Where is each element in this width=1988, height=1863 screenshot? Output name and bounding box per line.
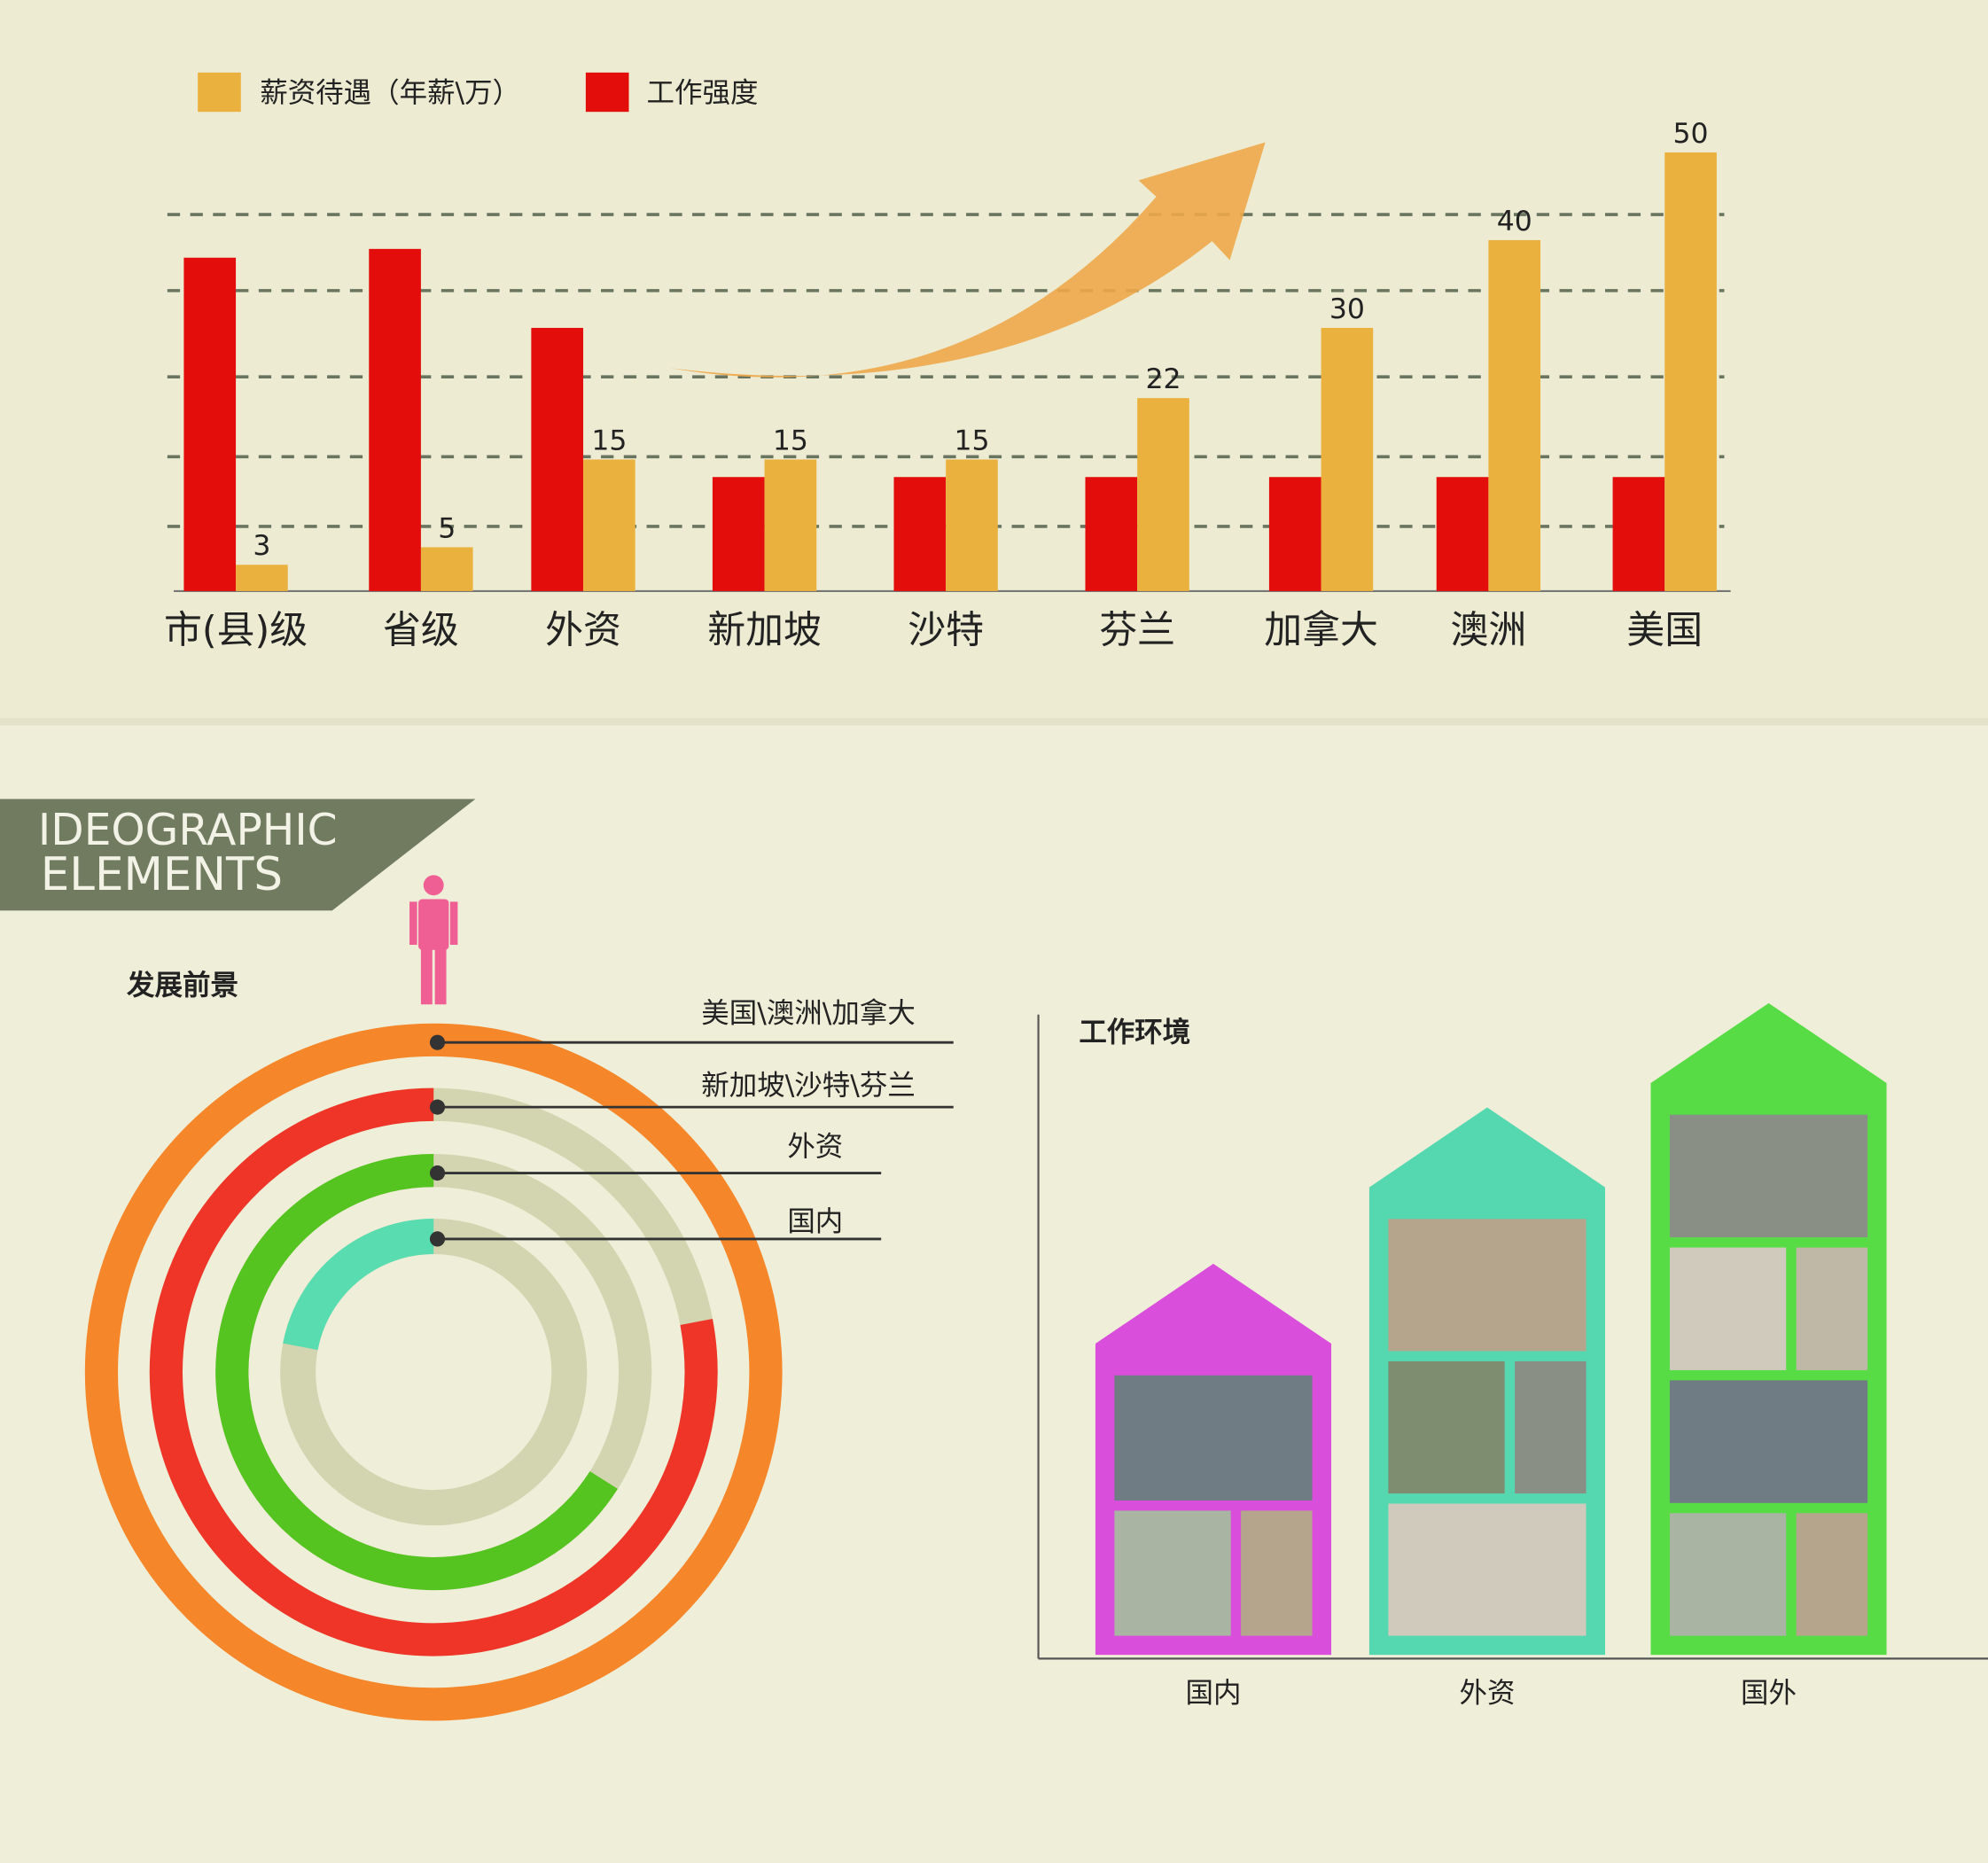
value-label: 30 xyxy=(1329,293,1365,325)
ring-label: 外资 xyxy=(787,1131,843,1163)
photo xyxy=(1388,1219,1587,1352)
chart-title: 发展前景 xyxy=(127,970,238,1002)
x-tick-label: 外资 xyxy=(545,609,621,653)
bar xyxy=(1488,239,1541,591)
bar xyxy=(1612,477,1665,591)
x-tick-label: 市(县)级 xyxy=(164,609,308,653)
leader-dot xyxy=(429,1099,446,1115)
photo xyxy=(1669,1380,1868,1503)
photo xyxy=(1796,1247,1868,1370)
value-label: 50 xyxy=(1673,118,1709,150)
x-tick-label: 国外 xyxy=(1741,1677,1797,1709)
banner-text: ELEMENTS xyxy=(41,848,283,901)
photo xyxy=(1388,1503,1587,1636)
person-body xyxy=(418,899,449,950)
photo xyxy=(1669,1247,1787,1370)
x-tick-label: 国内 xyxy=(1185,1677,1241,1709)
banner xyxy=(0,799,476,911)
leader-dot xyxy=(429,1231,446,1247)
ring-arc xyxy=(283,1219,434,1351)
x-tick-label: 澳洲 xyxy=(1450,609,1526,653)
top-panel xyxy=(0,0,1988,723)
bar xyxy=(1085,477,1138,591)
photo xyxy=(1669,1114,1868,1238)
person-arm xyxy=(409,901,417,946)
value-label: 5 xyxy=(438,512,456,544)
ring-arc xyxy=(84,1023,783,1721)
leader-dot xyxy=(429,1165,446,1181)
x-tick-label: 沙特 xyxy=(908,609,984,653)
x-tick-label: 省级 xyxy=(383,609,459,653)
person-leg xyxy=(420,948,433,1005)
bar xyxy=(1664,152,1717,591)
bar xyxy=(531,327,584,591)
bar xyxy=(946,459,998,591)
ring-arc xyxy=(149,1087,718,1656)
banner-text: IDEOGRAPHIC xyxy=(38,806,338,855)
photo xyxy=(1515,1360,1587,1494)
bar xyxy=(1268,477,1321,591)
ring-label: 新加坡\沙特\芬兰 xyxy=(701,1070,916,1102)
chart-title: 工作环境 xyxy=(1079,1016,1190,1048)
ring-label: 国内 xyxy=(787,1205,843,1237)
photo xyxy=(1669,1513,1787,1636)
x-tick-label: 芬兰 xyxy=(1099,609,1175,653)
legend-label: 薪资待遇（年薪\万） xyxy=(260,77,520,109)
trend-arrow xyxy=(669,142,1266,378)
person-leg xyxy=(434,948,447,1005)
value-label: 15 xyxy=(591,425,627,456)
photo xyxy=(1796,1513,1868,1636)
bar xyxy=(764,459,817,591)
bar xyxy=(583,459,635,591)
x-tick-label: 新加坡 xyxy=(707,609,822,653)
bar xyxy=(1436,477,1489,591)
bar xyxy=(712,477,765,591)
bar xyxy=(369,248,421,591)
photo xyxy=(1388,1360,1505,1494)
x-tick-label: 外资 xyxy=(1459,1677,1515,1709)
legend-label: 工作强度 xyxy=(647,77,759,109)
bar xyxy=(420,547,473,591)
photo xyxy=(1114,1375,1313,1501)
bar xyxy=(183,257,237,591)
value-label: 15 xyxy=(773,425,808,456)
value-label: 15 xyxy=(954,425,989,456)
value-label: 22 xyxy=(1145,363,1181,395)
leader-dot xyxy=(429,1034,446,1050)
divider xyxy=(0,717,1988,726)
bar xyxy=(1321,327,1374,591)
value-label: 3 xyxy=(253,530,270,562)
value-label: 40 xyxy=(1497,206,1532,238)
person-icon xyxy=(409,875,458,1005)
photo xyxy=(1241,1510,1313,1636)
photo xyxy=(1114,1510,1231,1636)
bar xyxy=(893,477,947,591)
ring-arc xyxy=(215,1154,618,1591)
legend-swatch xyxy=(198,72,241,113)
bar xyxy=(236,565,288,591)
legend-swatch xyxy=(585,72,629,113)
person-head xyxy=(423,875,444,896)
person-arm xyxy=(449,901,458,946)
ring-label: 美国\澳洲\加拿大 xyxy=(701,998,916,1030)
bar xyxy=(1137,398,1189,591)
x-tick-label: 美国 xyxy=(1626,609,1703,653)
x-tick-label: 加拿大 xyxy=(1264,609,1378,653)
